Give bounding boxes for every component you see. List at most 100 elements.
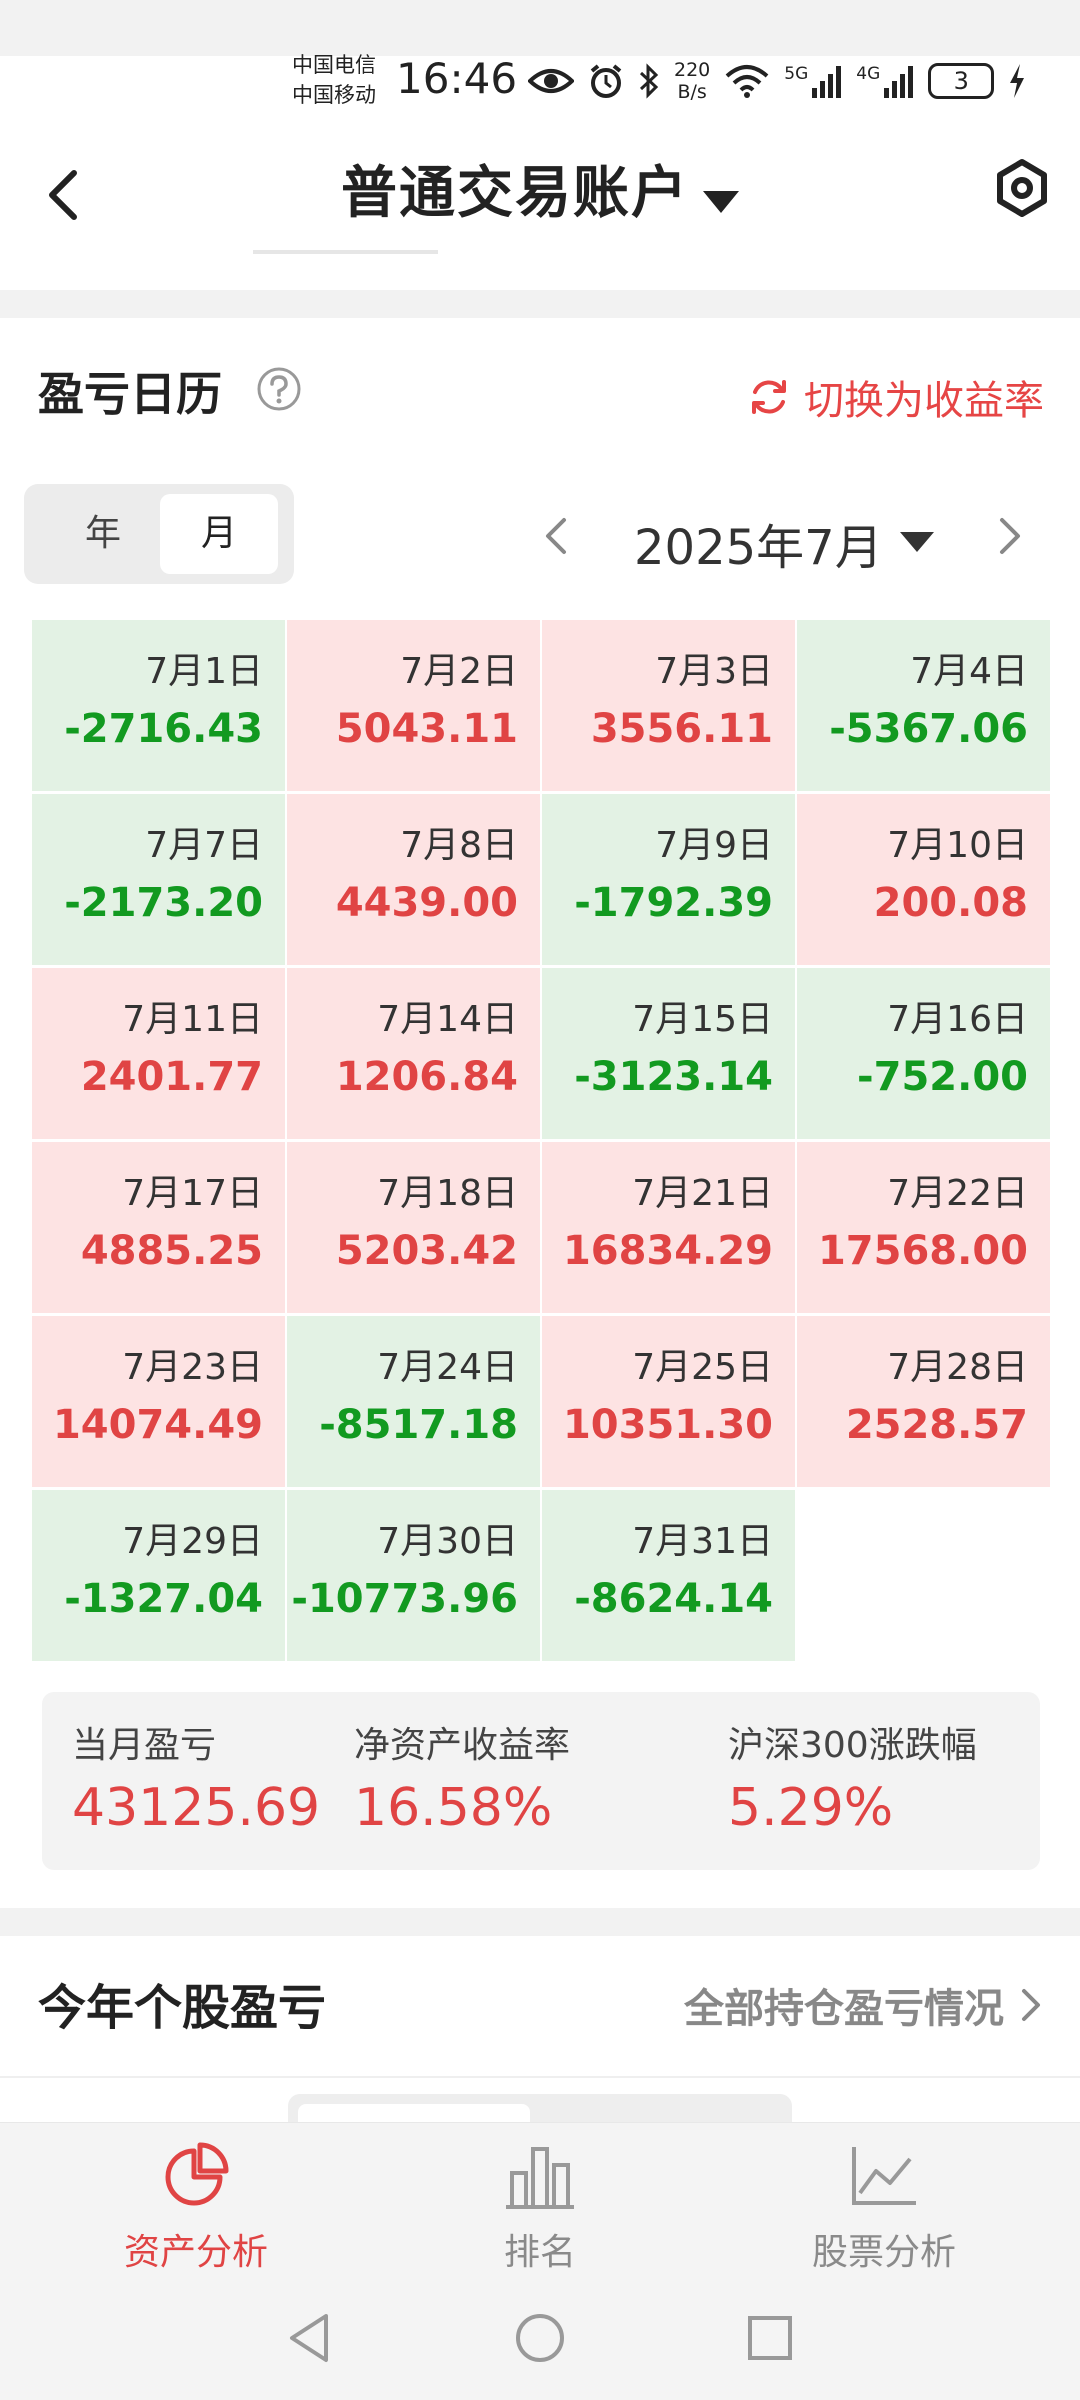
calendar-day-value: 2528.57: [845, 1402, 1028, 1448]
calendar-day-cell[interactable]: 7月29日 -1327.04: [32, 1490, 285, 1661]
tab-month[interactable]: 月: [160, 494, 278, 574]
switch-to-return-rate-button[interactable]: 切换为收益率: [748, 368, 1044, 426]
nav-back-icon[interactable]: [280, 2308, 340, 2368]
calendar-day-cell[interactable]: 7月30日 -10773.96: [287, 1490, 540, 1661]
calendar-day-value: 14074.49: [52, 1402, 263, 1448]
calendar-day-cell[interactable]: 7月18日 5203.42: [287, 1142, 540, 1313]
carrier-2: 中国移动: [292, 83, 376, 107]
month-caret-down-icon[interactable]: [900, 532, 934, 552]
csi300-change: 沪深300涨跌幅 5.29%: [728, 1716, 977, 1838]
calendar-day-value: -2173.20: [64, 880, 263, 926]
status-bar: 中国电信 中国移动 16:46 220 B/s 5G 4G 3: [0, 0, 1080, 110]
calendar-day-cell[interactable]: 7月23日 14074.49: [32, 1316, 285, 1487]
calendar-day-cell[interactable]: 7月16日 -752.00: [797, 968, 1050, 1139]
calendar-day-value: -10773.96: [291, 1576, 518, 1622]
calendar-day-cell[interactable]: 7月21日 16834.29: [542, 1142, 795, 1313]
calendar-day-cell[interactable]: 7月7日 -2173.20: [32, 794, 285, 965]
calendar-day-date: 7月28日: [887, 1347, 1028, 1388]
calendar-day-cell[interactable]: 7月8日 4439.00: [287, 794, 540, 965]
calendar-day-date: 7月23日: [122, 1347, 263, 1388]
calendar-day-value: -2716.43: [64, 706, 263, 752]
calendar-day-date: 7月16日: [887, 999, 1028, 1040]
calendar-day-date: 7月2日: [400, 651, 518, 692]
settings-icon[interactable]: [990, 150, 1054, 230]
back-arrow-icon[interactable]: [36, 155, 92, 235]
tab-ranking[interactable]: 排名: [410, 2141, 670, 2275]
calendar-day-date: 7月11日: [122, 999, 263, 1040]
all-holdings-link[interactable]: 全部持仓盈亏情况: [684, 1976, 1044, 2034]
tab-asset-analysis[interactable]: 资产分析: [66, 2141, 326, 2275]
calendar-day-date: 7月10日: [887, 825, 1028, 866]
help-icon[interactable]: [256, 366, 302, 412]
wifi-icon: [725, 65, 769, 98]
calendar-day-date: 7月3日: [655, 651, 773, 692]
caret-down-icon: [703, 190, 739, 213]
calendar-day-date: 7月18日: [377, 1173, 518, 1214]
calendar-day-cell[interactable]: 7月3日 3556.11: [542, 620, 795, 791]
network-speed: 220 B/s: [674, 59, 710, 103]
calendar-day-value: -8624.14: [574, 1576, 773, 1622]
signal-5g: 5G: [784, 64, 842, 98]
calendar-day-date: 7月8日: [400, 825, 518, 866]
status-icons: 220 B/s 5G 4G 3: [528, 56, 1026, 106]
calendar-day-cell[interactable]: 7月11日 2401.77: [32, 968, 285, 1139]
bottom-tab-bar: 资产分析 排名 股票分析: [0, 2122, 1080, 2282]
calendar-day-cell[interactable]: 7月25日 10351.30: [542, 1316, 795, 1487]
month-label[interactable]: 2025年7月: [634, 520, 883, 576]
nav-recents-icon[interactable]: [740, 2308, 800, 2368]
calendar-day-cell[interactable]: 7月24日 -8517.18: [287, 1316, 540, 1487]
calendar-day-date: 7月4日: [910, 651, 1028, 692]
calendar-day-value: 5203.42: [335, 1228, 518, 1274]
calendar-day-cell[interactable]: 7月2日 5043.11: [287, 620, 540, 791]
refresh-icon: [752, 380, 786, 414]
next-month-icon[interactable]: [990, 506, 1030, 566]
calendar-day-value: -752.00: [857, 1054, 1028, 1100]
calendar-day-cell[interactable]: 7月10日 200.08: [797, 794, 1050, 965]
signal-4g-label: 4G: [856, 64, 881, 84]
nav-home-icon[interactable]: [510, 2308, 570, 2368]
calendar-day-value: 16834.29: [562, 1228, 773, 1274]
calendar-day-cell[interactable]: 7月1日 -2716.43: [32, 620, 285, 791]
calendar-day-date: 7月25日: [632, 1347, 773, 1388]
monthly-pnl-label: 当月盈亏: [72, 1725, 217, 1766]
bar-chart-icon: [506, 2147, 574, 2209]
calendar-title: 盈亏日历: [38, 367, 222, 421]
bluetooth-icon: [639, 63, 659, 99]
chevron-right-icon: [1022, 1989, 1040, 2021]
calendar-day-value: 2401.77: [80, 1054, 263, 1100]
app-header: 普通交易账户: [0, 110, 1080, 290]
calendar-day-date: 7月7日: [145, 825, 263, 866]
calendar-day-value: 10351.30: [562, 1402, 773, 1448]
calendar-day-date: 7月31日: [632, 1521, 773, 1562]
period-segmented-control: 年 月: [24, 484, 294, 584]
calendar-day-cell[interactable]: 7月9日 -1792.39: [542, 794, 795, 965]
system-nav-bar: [0, 2282, 1080, 2400]
monthly-pnl: 当月盈亏 43125.69: [72, 1716, 320, 1838]
calendar-day-cell[interactable]: 7月14日 1206.84: [287, 968, 540, 1139]
carrier-names: 中国电信 中国移动: [292, 50, 376, 110]
all-holdings-label: 全部持仓盈亏情况: [684, 1986, 1004, 2032]
tab-stock-analysis[interactable]: 股票分析: [754, 2141, 1014, 2275]
calendar-day-cell[interactable]: 7月31日 -8624.14: [542, 1490, 795, 1661]
roe-value: 16.58%: [354, 1778, 553, 1838]
tab-year[interactable]: 年: [84, 513, 121, 554]
calendar-day-cell[interactable]: 7月15日 -3123.14: [542, 968, 795, 1139]
calendar-day-value: 3556.11: [590, 706, 773, 752]
calendar-day-value: -3123.14: [574, 1054, 773, 1100]
prev-month-icon[interactable]: [536, 506, 576, 566]
charging-icon: [1010, 64, 1025, 98]
calendar-day-cell[interactable]: 7月28日 2528.57: [797, 1316, 1050, 1487]
calendar-day-value: 1206.84: [335, 1054, 518, 1100]
signal-bars-icon: [884, 66, 914, 98]
calendar-day-date: 7月29日: [122, 1521, 263, 1562]
calendar-day-cell[interactable]: 7月17日 4885.25: [32, 1142, 285, 1313]
header-tab-indicator: [253, 250, 438, 254]
calendar-day-cell[interactable]: 7月4日 -5367.06: [797, 620, 1050, 791]
account-selector[interactable]: 普通交易账户: [0, 148, 1080, 229]
calendar-day-cell[interactable]: 7月22日 17568.00: [797, 1142, 1050, 1313]
signal-4g: 4G: [856, 64, 914, 98]
calendar-day-value: 4439.00: [335, 880, 518, 926]
roe-label: 净资产收益率: [354, 1725, 571, 1766]
csi300-label: 沪深300涨跌幅: [728, 1725, 977, 1766]
signal-5g-label: 5G: [784, 64, 809, 84]
